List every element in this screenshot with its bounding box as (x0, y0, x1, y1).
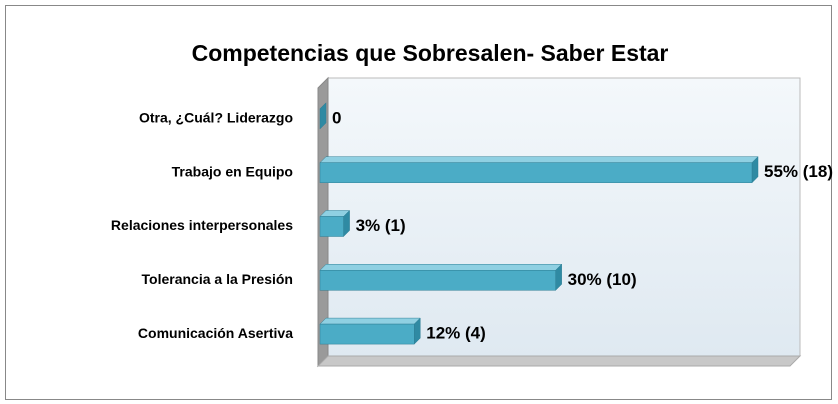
category-label: Otra, ¿Cuál? Liderazgo (139, 110, 293, 126)
bar (319, 216, 344, 237)
bar (319, 162, 753, 183)
floor (316, 355, 802, 367)
category-label: Tolerancia a la Presión (142, 271, 293, 287)
value-label: 12% (4) (426, 324, 486, 343)
value-label: 55% (18) (764, 162, 833, 181)
bar-top (319, 264, 563, 271)
bar-top (319, 156, 759, 163)
chart-title: Competencias que Sobresalen- Saber Estar (192, 40, 669, 66)
bar-side (319, 102, 327, 130)
bar (319, 270, 556, 291)
bar-top (319, 317, 421, 325)
value-label: 3% (1) (356, 216, 406, 235)
category-label: Relaciones interpersonales (111, 217, 293, 233)
category-label: Trabajo en Equipo (172, 163, 293, 179)
value-label: 0 (332, 108, 341, 127)
bar (319, 323, 415, 345)
value-label: 30% (10) (568, 270, 637, 289)
category-label: Comunicación Asertiva (138, 325, 293, 341)
